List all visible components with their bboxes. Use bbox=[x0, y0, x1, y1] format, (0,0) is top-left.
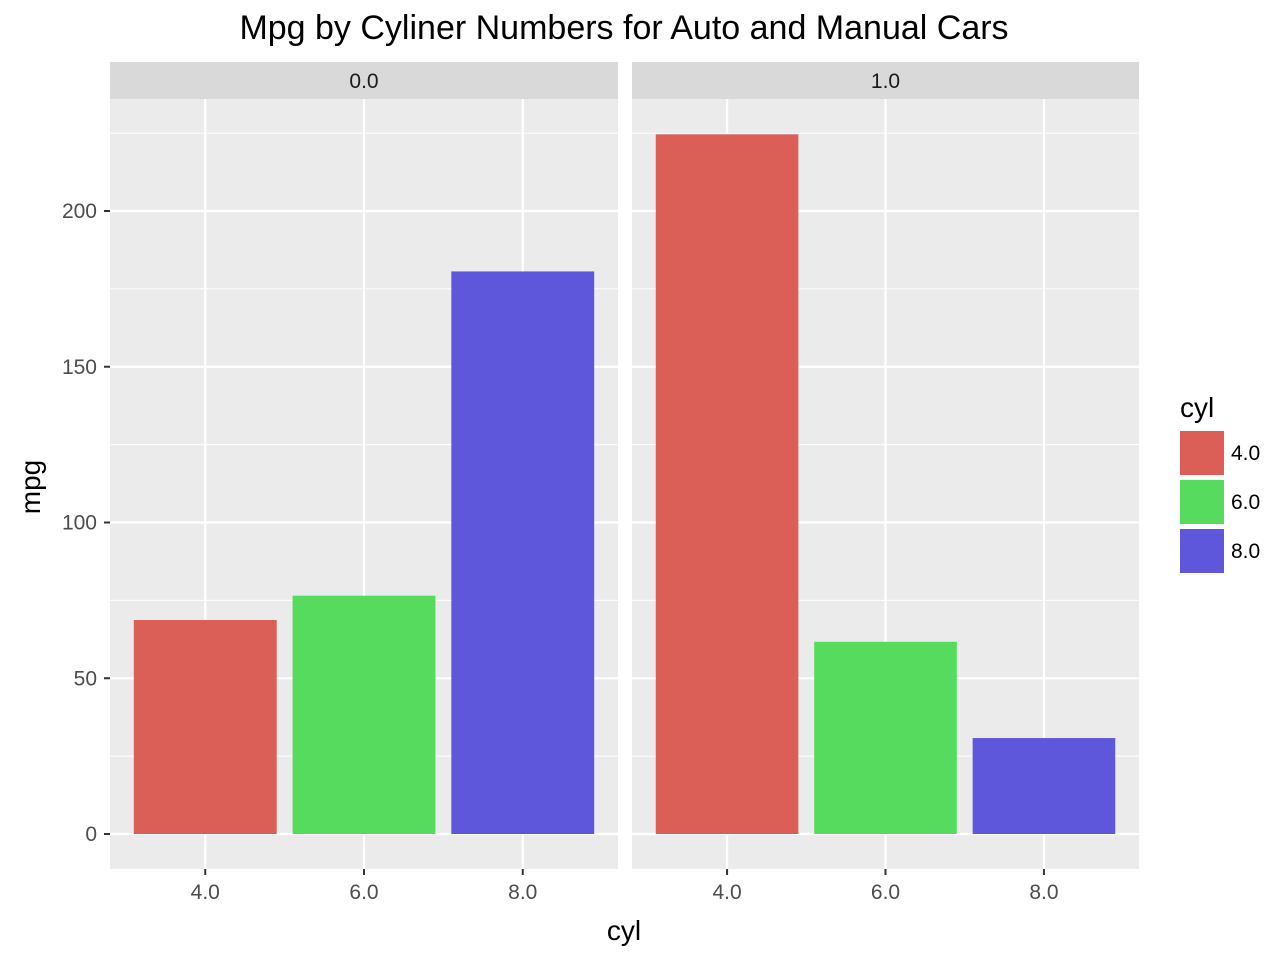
x-tick-label: 8.0 bbox=[1029, 881, 1058, 904]
facet-strip-label: 0.0 bbox=[349, 70, 378, 93]
x-tick-label: 6.0 bbox=[871, 881, 900, 904]
bar bbox=[655, 134, 799, 835]
bar bbox=[972, 738, 1116, 834]
bar bbox=[133, 619, 277, 834]
y-axis-title: mpg bbox=[15, 460, 46, 514]
y-tick-label: 200 bbox=[62, 200, 97, 223]
facet-panels: 0.0 4.0 6.0 8.0 1.0 4.0 6.0 8.0 bbox=[110, 62, 1139, 904]
chart-title: Mpg by Cyliner Numbers for Auto and Manu… bbox=[239, 9, 1008, 47]
bar bbox=[451, 271, 595, 834]
x-tick-label: 4.0 bbox=[712, 881, 741, 904]
legend-label: 6.0 bbox=[1231, 491, 1260, 514]
facet-strip bbox=[632, 62, 1139, 99]
bar bbox=[814, 641, 957, 834]
legend: cyl 4.0 6.0 8.0 bbox=[1180, 392, 1260, 573]
x-axis-title: cyl bbox=[607, 915, 641, 946]
facet-strip-label: 1.0 bbox=[871, 70, 900, 93]
x-tick-label: 4.0 bbox=[191, 881, 220, 904]
y-axis: 0 50 100 150 200 bbox=[62, 200, 110, 846]
legend-swatch bbox=[1180, 431, 1224, 475]
y-tick-label: 100 bbox=[62, 512, 97, 535]
y-tick-label: 50 bbox=[74, 667, 97, 690]
legend-label: 4.0 bbox=[1231, 442, 1260, 465]
facet-panel: 0.0 4.0 6.0 8.0 bbox=[110, 62, 618, 904]
x-tick-label: 6.0 bbox=[349, 881, 378, 904]
bar bbox=[292, 595, 436, 834]
facet-strip bbox=[110, 62, 618, 99]
y-tick-label: 0 bbox=[85, 823, 97, 846]
legend-title: cyl bbox=[1180, 392, 1214, 423]
legend-swatch bbox=[1180, 529, 1224, 573]
legend-swatch bbox=[1180, 480, 1224, 524]
legend-label: 8.0 bbox=[1231, 540, 1260, 563]
facet-panel: 1.0 4.0 6.0 8.0 bbox=[632, 62, 1139, 904]
y-tick-label: 150 bbox=[62, 356, 97, 379]
x-tick-label: 8.0 bbox=[508, 881, 537, 904]
